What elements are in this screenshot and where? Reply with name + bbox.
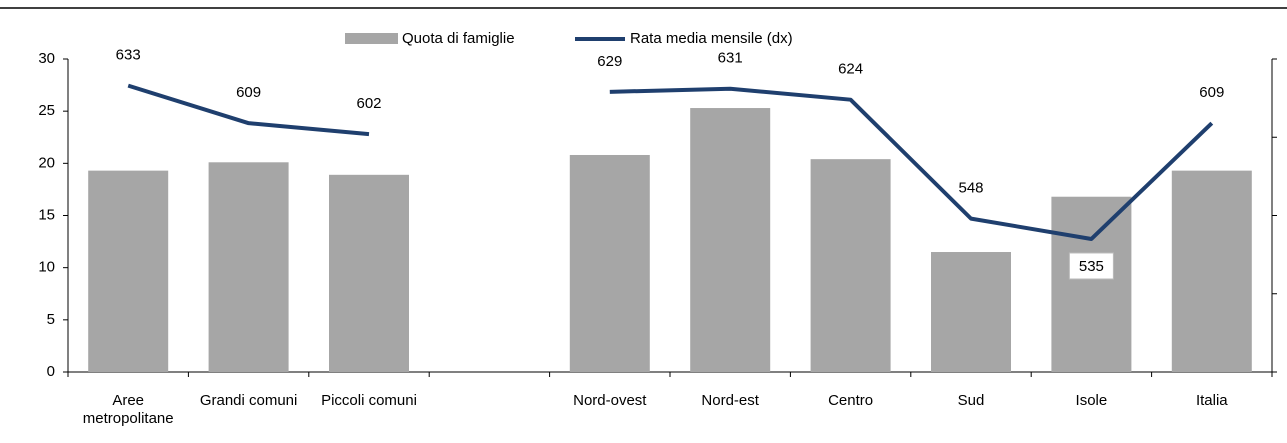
data-label: 631 <box>718 50 743 67</box>
bar <box>569 154 650 372</box>
y-tick-label: 0 <box>47 363 55 380</box>
x-tick-label: Grandi comuni <box>199 392 298 409</box>
x-tick-label: Piccoli comuni <box>321 392 417 409</box>
x-tick-label: Aree metropolitane <box>82 392 174 427</box>
x-tick-label: Nord-est <box>701 392 759 409</box>
y-tick-label: 25 <box>38 102 55 119</box>
y-tick-label: 10 <box>38 259 55 276</box>
legend-swatch <box>345 33 398 44</box>
data-label: 624 <box>838 61 863 78</box>
y-tick-label: 5 <box>47 311 55 328</box>
bar <box>1171 170 1252 372</box>
data-label: 609 <box>1199 84 1224 101</box>
x-tick-label: Isole <box>1075 392 1108 409</box>
bar <box>810 159 891 372</box>
legend-label: Quota di famiglie <box>402 30 515 47</box>
data-label-box <box>1068 252 1114 280</box>
x-tick-label: Centro <box>828 392 874 409</box>
data-label: 602 <box>356 95 381 112</box>
bar <box>1051 196 1132 372</box>
data-label: 629 <box>597 53 622 70</box>
x-tick-label: Italia <box>1195 392 1228 409</box>
bar <box>690 108 771 372</box>
line <box>609 86 1214 241</box>
bar <box>329 174 409 372</box>
data-label: 548 <box>958 180 983 197</box>
x-tick-label: Sud <box>957 392 985 409</box>
x-tick-label: Nord-ovest <box>573 392 647 409</box>
bar <box>88 170 169 372</box>
legend-label: Rata media mensile (dx) <box>630 30 793 47</box>
data-label: 609 <box>236 84 261 101</box>
data-label: 535 <box>1079 258 1104 275</box>
y-tick-label: 20 <box>38 154 55 171</box>
line <box>127 83 370 137</box>
y-tick-label: 30 <box>38 50 55 67</box>
y-tick-label: 15 <box>38 206 55 223</box>
bar <box>208 162 289 372</box>
data-label: 633 <box>116 47 141 64</box>
bar <box>931 252 1011 372</box>
